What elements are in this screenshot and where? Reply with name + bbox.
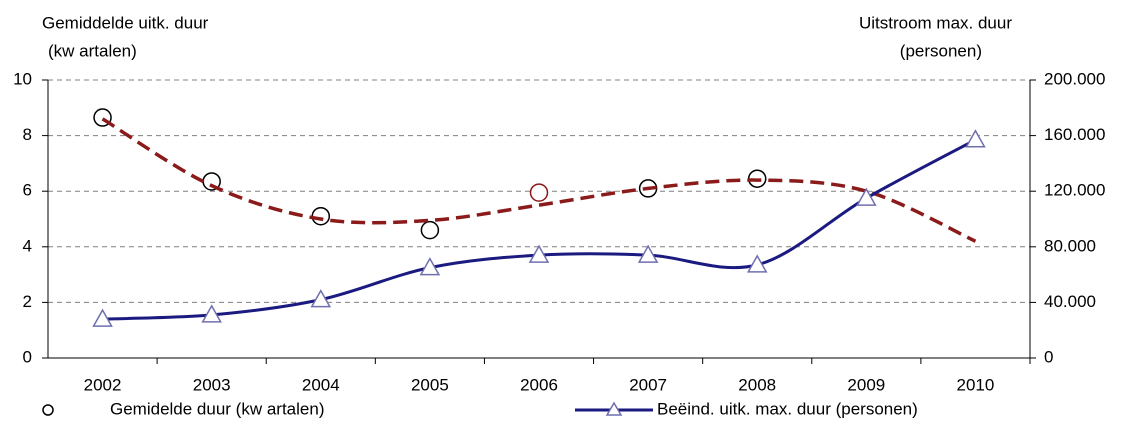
y2-axis-title: Uitstroom max. duur bbox=[859, 13, 1012, 32]
y-tick-label: 8 bbox=[23, 125, 32, 144]
point bbox=[965, 129, 986, 148]
legend-label: Gemidelde duur (kw artalen) bbox=[110, 399, 324, 418]
y-axis-title: Gemiddelde uitk. duur bbox=[42, 13, 209, 32]
y2-tick-label: 120.000 bbox=[1044, 181, 1105, 200]
y2-tick-label: 200.000 bbox=[1044, 69, 1105, 88]
y-tick-label: 4 bbox=[23, 236, 32, 255]
y-tick-label: 6 bbox=[23, 181, 32, 200]
x-tick-label: 2007 bbox=[629, 375, 667, 394]
y-axis-title: (kw artalen) bbox=[48, 41, 137, 60]
y2-tick-label: 160.000 bbox=[1044, 125, 1105, 144]
y2-tick-label: 80.000 bbox=[1044, 236, 1096, 255]
point bbox=[420, 220, 440, 240]
point bbox=[746, 254, 768, 273]
y2-tick-label: 0 bbox=[1044, 347, 1053, 366]
series-line bbox=[101, 117, 977, 243]
x-tick-label: 2008 bbox=[738, 375, 776, 394]
y-tick-label: 2 bbox=[23, 292, 32, 311]
legend-marker bbox=[42, 404, 54, 416]
legend-label: Beëind. uitk. max. duur (personen) bbox=[657, 399, 918, 418]
point bbox=[419, 257, 441, 276]
x-tick-label: 2010 bbox=[957, 375, 995, 394]
point bbox=[856, 187, 877, 206]
point bbox=[92, 308, 113, 327]
y2-tick-label: 40.000 bbox=[1044, 292, 1096, 311]
y-tick-label: 0 bbox=[23, 347, 32, 366]
x-tick-label: 2004 bbox=[302, 375, 340, 394]
point bbox=[310, 289, 332, 308]
point bbox=[528, 244, 550, 263]
y-tick-label: 10 bbox=[13, 69, 32, 88]
x-tick-label: 2003 bbox=[193, 375, 231, 394]
point bbox=[637, 244, 659, 263]
point bbox=[529, 183, 549, 202]
legend-marker bbox=[605, 401, 623, 416]
point bbox=[201, 304, 222, 323]
series-line bbox=[102, 138, 977, 321]
point bbox=[311, 206, 331, 226]
x-tick-label: 2005 bbox=[411, 375, 449, 394]
x-tick-label: 2002 bbox=[84, 375, 122, 394]
y2-axis-title: (personen) bbox=[900, 41, 982, 60]
x-tick-label: 2009 bbox=[847, 375, 885, 394]
x-tick-label: 2006 bbox=[520, 375, 558, 394]
